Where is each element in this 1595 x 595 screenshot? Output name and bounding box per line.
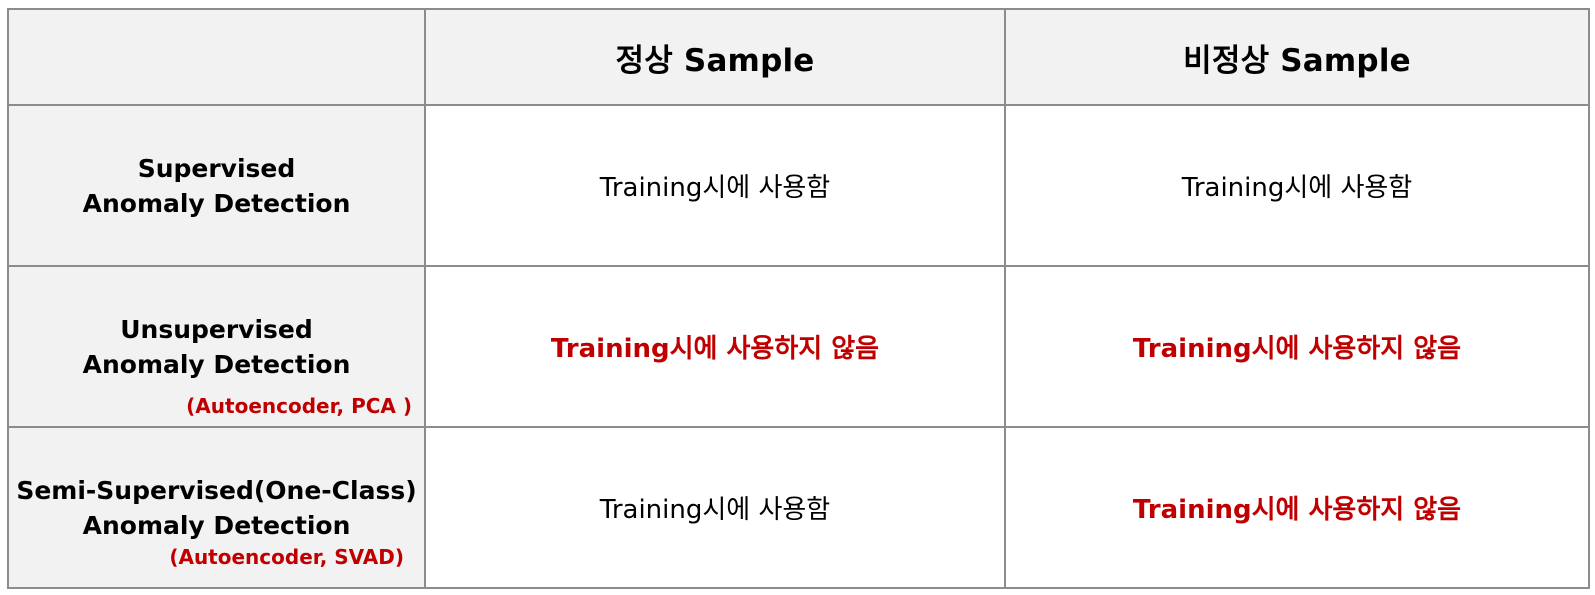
row-label-line2: Anomaly Detection bbox=[82, 188, 351, 218]
row-label-line1: Semi-Supervised(One-Class) bbox=[16, 475, 417, 505]
header-normal-sample: 정상 Sample bbox=[424, 8, 1006, 106]
row-label-line2: Anomaly Detection bbox=[82, 510, 351, 540]
normal-cell: Training시에 사용하지 않음 bbox=[424, 265, 1006, 428]
anomaly-detection-comparison-table: 정상 Sample 비정상 Sample Supervised Anomaly … bbox=[7, 8, 1590, 589]
header-abnormal-label: 비정상 Sample bbox=[1183, 42, 1411, 79]
row-label-cell: Unsupervised Anomaly Detection (Autoenco… bbox=[7, 265, 426, 428]
table-row-supervised: Supervised Anomaly Detection Training시에 … bbox=[7, 104, 1590, 267]
table-row-semi-supervised: Semi-Supervised(One-Class) Anomaly Detec… bbox=[7, 426, 1590, 589]
normal-usage-text: Training시에 사용함 bbox=[599, 173, 831, 203]
abnormal-cell: Training시에 사용함 bbox=[1004, 104, 1590, 267]
row-label-cell: Supervised Anomaly Detection bbox=[7, 104, 426, 267]
normal-cell: Training시에 사용함 bbox=[424, 104, 1006, 267]
abnormal-usage-text: Training시에 사용함 bbox=[1181, 173, 1413, 203]
abnormal-cell: Training시에 사용하지 않음 bbox=[1004, 426, 1590, 589]
normal-cell: Training시에 사용함 bbox=[424, 426, 1006, 589]
row-label-cell: Semi-Supervised(One-Class) Anomaly Detec… bbox=[7, 426, 426, 589]
header-row: 정상 Sample 비정상 Sample bbox=[7, 8, 1590, 106]
row-label-line1: Unsupervised bbox=[120, 314, 313, 344]
normal-usage-text: Training시에 사용함 bbox=[599, 495, 831, 525]
row-sub-label: (Autoencoder, PCA ) bbox=[186, 394, 412, 418]
header-corner-cell bbox=[7, 8, 426, 106]
normal-usage-text: Training시에 사용하지 않음 bbox=[550, 334, 880, 364]
abnormal-usage-text: Training시에 사용하지 않음 bbox=[1132, 495, 1462, 525]
row-label-line2: Anomaly Detection bbox=[82, 349, 351, 379]
row-label-line1: Supervised bbox=[137, 153, 296, 183]
table-row-unsupervised: Unsupervised Anomaly Detection (Autoenco… bbox=[7, 265, 1590, 428]
header-normal-label: 정상 Sample bbox=[615, 42, 815, 79]
row-sub-label: (Autoencoder, SVAD) bbox=[169, 545, 404, 569]
header-abnormal-sample: 비정상 Sample bbox=[1004, 8, 1590, 106]
abnormal-usage-text: Training시에 사용하지 않음 bbox=[1132, 334, 1462, 364]
abnormal-cell: Training시에 사용하지 않음 bbox=[1004, 265, 1590, 428]
